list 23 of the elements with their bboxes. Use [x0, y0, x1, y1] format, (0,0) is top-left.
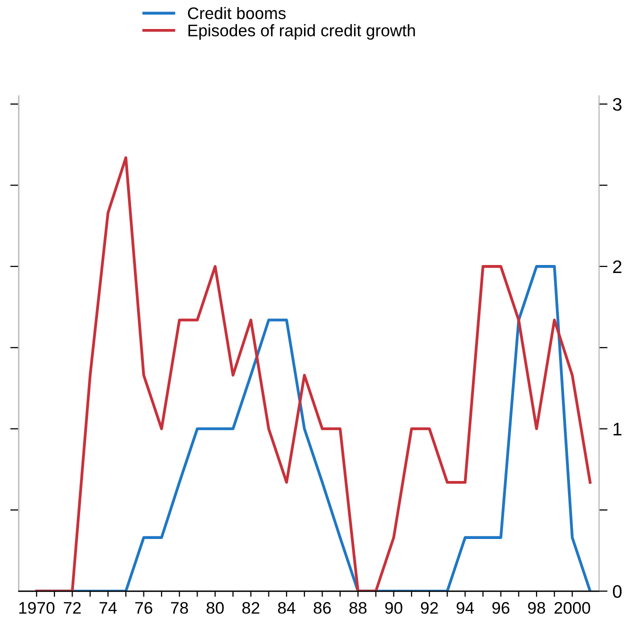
- x-tick-label: 76: [135, 602, 152, 614]
- legend-label: Credit booms: [188, 6, 286, 20]
- y2-tick-label: 2: [613, 260, 622, 273]
- x-tick-label: 92: [420, 602, 438, 614]
- x-tick-label: 94: [456, 602, 474, 614]
- x-tick-label: 88: [349, 602, 367, 614]
- x-tick-label: 1970: [19, 602, 54, 614]
- x-tick-label: 86: [314, 602, 331, 614]
- x-tick-label: 90: [385, 602, 402, 614]
- y2-tick-label: 1: [614, 422, 622, 436]
- x-tick-label: 80: [206, 602, 224, 614]
- x-tick-label: 72: [64, 602, 81, 614]
- x-tick-label: 74: [100, 602, 117, 614]
- line-series: [35, 156, 592, 592]
- y2-tick-label: 0: [612, 585, 622, 598]
- x-tick-label: 78: [171, 602, 188, 614]
- x-tick-label: 84: [278, 602, 296, 614]
- x-tick-label: 82: [242, 602, 260, 614]
- y2-tick-label: 3: [612, 98, 622, 111]
- x-tick-label: 2000: [554, 602, 590, 614]
- x-tick-label: 98: [528, 602, 546, 614]
- x-tick-label: 96: [492, 602, 510, 614]
- legend-label: Episodes of rapid credit growth: [188, 24, 415, 40]
